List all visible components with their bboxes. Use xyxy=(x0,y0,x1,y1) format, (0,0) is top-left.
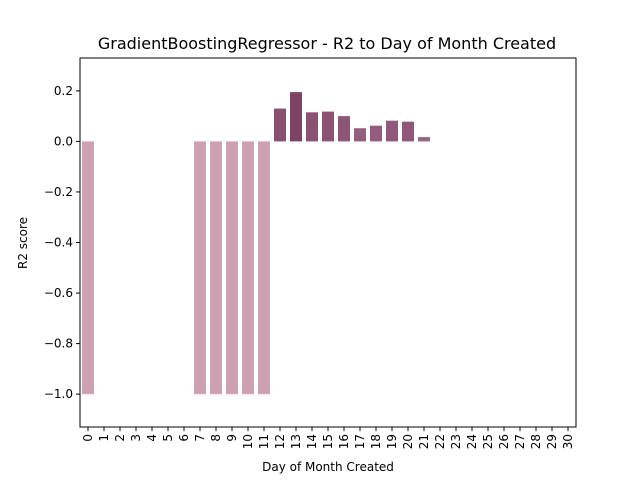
x-tick-label: 19 xyxy=(385,434,399,449)
bar-day-8 xyxy=(210,141,222,395)
y-axis: −1.0 −0.8 −0.6 −0.4 −0.2 0.0 0.2 xyxy=(44,84,80,401)
bar-day-21 xyxy=(418,137,430,142)
y-axis-title: R2 score xyxy=(16,217,30,269)
x-tick-label: 1 xyxy=(97,434,111,442)
y-tick-label: −0.4 xyxy=(44,236,73,250)
bar-day-19 xyxy=(386,120,398,142)
x-tick-label: 0 xyxy=(81,434,95,442)
bar-day-0 xyxy=(82,141,94,395)
y-tick-label: 0.2 xyxy=(54,84,73,98)
x-tick-label: 22 xyxy=(433,434,447,449)
x-tick-label: 18 xyxy=(369,434,383,449)
x-tick-label: 5 xyxy=(161,434,175,442)
bar-day-9 xyxy=(226,141,238,395)
x-tick-label: 21 xyxy=(417,434,431,449)
bar-day-20 xyxy=(402,121,414,142)
x-tick-label: 14 xyxy=(305,434,319,449)
y-tick-label: −1.0 xyxy=(44,387,73,401)
x-tick-label: 28 xyxy=(529,434,543,449)
bar-day-15 xyxy=(322,111,334,142)
x-tick-label: 15 xyxy=(321,434,335,449)
y-tick-label: −0.2 xyxy=(44,185,73,199)
x-tick-label: 10 xyxy=(241,434,255,449)
bar-day-14 xyxy=(306,112,318,142)
y-tick-label: 0.0 xyxy=(54,134,73,148)
x-tick-label: 23 xyxy=(449,434,463,449)
x-axis: 0 1 2 3 4 5 6 7 8 9 10 11 12 13 14 15 16 17 18 19 20 21 22 23 24… xyxy=(81,427,575,449)
y-tick-label: −0.8 xyxy=(44,337,73,351)
x-tick-label: 9 xyxy=(225,434,239,442)
plot-frame xyxy=(79,57,577,428)
x-tick-label: 16 xyxy=(337,434,351,449)
x-tick-label: 11 xyxy=(257,434,271,449)
x-tick-label: 27 xyxy=(513,434,527,449)
chart-title: GradientBoostingRegressor - R2 to Day of… xyxy=(98,34,556,53)
bars-layer xyxy=(82,92,430,395)
y-tick-label: −0.6 xyxy=(44,286,73,300)
x-tick-label: 29 xyxy=(545,434,559,449)
x-tick-label: 3 xyxy=(129,434,143,442)
x-axis-title: Day of Month Created xyxy=(262,460,394,474)
bar-day-12 xyxy=(274,108,286,142)
x-tick-label: 25 xyxy=(481,434,495,449)
bar-day-17 xyxy=(354,128,366,142)
bar-day-16 xyxy=(338,116,350,142)
x-tick-label: 20 xyxy=(401,434,415,449)
x-tick-label: 30 xyxy=(561,434,575,449)
bar-day-11 xyxy=(258,141,270,395)
bar-day-10 xyxy=(242,141,254,395)
x-tick-label: 2 xyxy=(113,434,127,442)
x-tick-label: 6 xyxy=(177,434,191,442)
x-tick-label: 13 xyxy=(289,434,303,449)
x-tick-label: 4 xyxy=(145,434,159,442)
bar-day-18 xyxy=(370,125,382,142)
bar-day-7 xyxy=(194,141,206,395)
x-tick-label: 8 xyxy=(209,434,223,442)
x-tick-label: 7 xyxy=(193,434,207,442)
x-tick-label: 17 xyxy=(353,434,367,449)
x-tick-label: 24 xyxy=(465,434,479,449)
bar-day-13 xyxy=(290,92,302,142)
x-tick-label: 26 xyxy=(497,434,511,449)
x-tick-label: 12 xyxy=(273,434,287,449)
